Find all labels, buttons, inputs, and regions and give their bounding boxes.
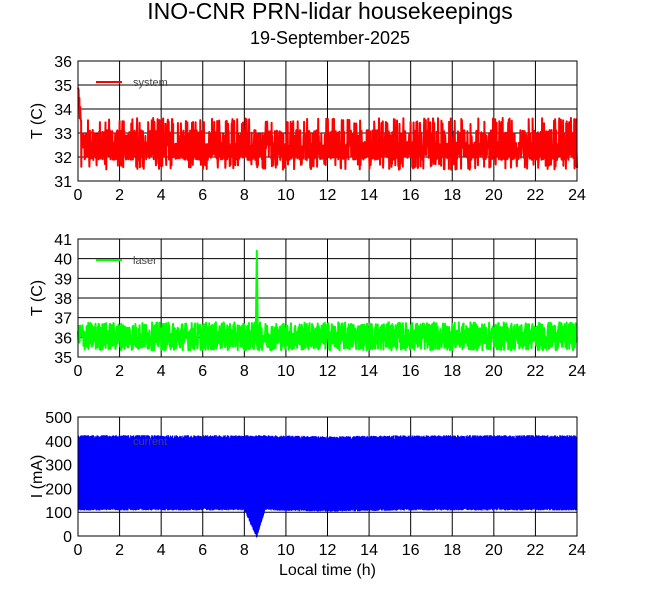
y-tick-label: 34 [54,102,72,119]
x-tick-label: 22 [527,542,545,559]
plot-frame [77,60,578,182]
x-tick-label: 2 [115,187,124,204]
x-tick-label: 24 [568,187,586,204]
x-tick-label: 8 [240,187,249,204]
y-tick-label: 36 [54,54,72,71]
x-tick-label: 0 [74,187,83,204]
x-tick-label: 20 [485,363,503,380]
y-tick-label: 300 [45,458,72,475]
legend-label-system: system [133,77,168,89]
system-trace [77,87,578,171]
laser-trace [77,249,578,352]
x-tick-label: 2 [115,363,124,380]
y-tick-label: 35 [54,350,72,367]
x-tick-label: 12 [319,542,337,559]
x-tick-label: 8 [240,363,249,380]
x-tick-label: 12 [319,363,337,380]
y-tick-label: 39 [54,271,72,288]
x-tick-label: 6 [198,187,207,204]
x-tick-label: 4 [157,542,166,559]
x-tick-label: 6 [198,542,207,559]
y-axis-label: T (C) [29,280,46,316]
x-tick-label: 10 [277,187,295,204]
x-tick-label: 18 [443,542,461,559]
y-tick-label: 200 [45,481,72,498]
y-tick-label: 0 [63,529,72,546]
x-tick-label: 4 [157,363,166,380]
legend-label-current: current [133,436,167,448]
y-tick-label: 32 [54,150,72,167]
y-axis-label: T (C) [29,103,46,139]
x-tick-label: 0 [74,363,83,380]
x-tick-label: 16 [402,363,420,380]
x-tick-label: 2 [115,542,124,559]
y-tick-label: 100 [45,505,72,522]
x-tick-label: 22 [527,363,545,380]
x-tick-label: 12 [319,187,337,204]
chart-subtitle: 19-September-2025 [249,28,411,48]
x-tick-label: 10 [277,363,295,380]
x-tick-label: 4 [157,187,166,204]
x-tick-label: 6 [198,363,207,380]
y-tick-label: 400 [45,434,72,451]
y-tick-label: 40 [54,252,72,269]
x-tick-label: 24 [568,363,586,380]
y-tick-label: 41 [54,232,72,249]
x-axis-label: Local time (h) [279,562,376,579]
x-tick-label: 8 [240,542,249,559]
y-tick-label: 37 [54,311,72,328]
x-tick-label: 16 [402,187,420,204]
x-tick-label: 22 [527,187,545,204]
legend-label-laser: laser [133,255,157,267]
x-tick-label: 16 [402,542,420,559]
y-tick-label: 31 [54,174,72,191]
chart-title: INO-CNR PRN-lidar housekeepings [147,0,513,24]
y-tick-label: 36 [54,330,72,347]
y-tick-label: 38 [54,291,72,308]
x-tick-label: 20 [485,187,503,204]
y-tick-label: 35 [54,78,72,95]
x-tick-label: 18 [443,187,461,204]
y-tick-label: 500 [45,410,72,427]
x-tick-label: 10 [277,542,295,559]
x-tick-label: 0 [74,542,83,559]
x-tick-label: 14 [360,187,378,204]
x-tick-label: 14 [360,542,378,559]
y-tick-label: 33 [54,126,72,143]
plot-frame [77,416,578,537]
series-laser [77,249,578,352]
x-tick-label: 14 [360,363,378,380]
y-axis-label: I (mA) [29,455,46,499]
x-tick-label: 20 [485,542,503,559]
x-tick-label: 24 [568,542,586,559]
x-tick-label: 18 [443,363,461,380]
series-system [77,87,578,171]
series-current [77,435,578,538]
plot-frame [77,238,578,358]
